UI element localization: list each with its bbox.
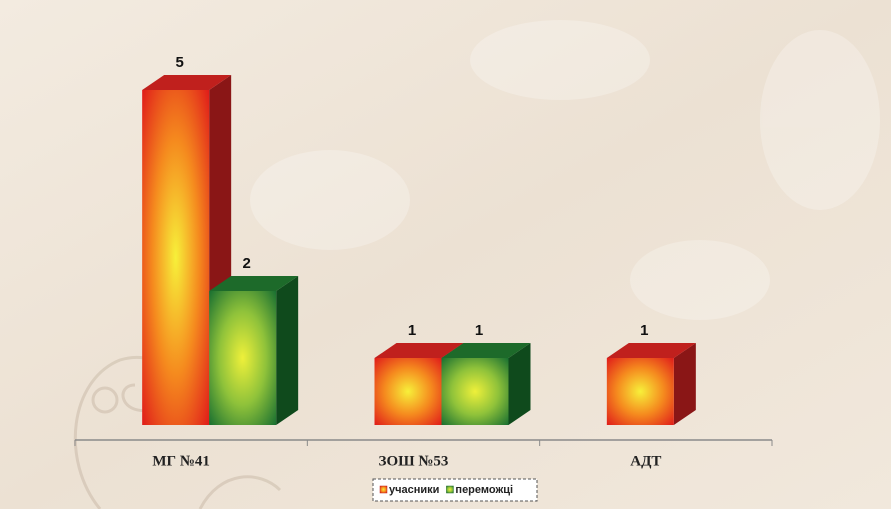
bar — [209, 276, 299, 425]
bar-face — [209, 276, 299, 291]
legend-label: переможці — [455, 484, 513, 496]
bar — [606, 343, 696, 425]
data-label: 1 — [640, 322, 648, 339]
bar-face — [276, 276, 299, 425]
bar — [142, 75, 232, 425]
bar-face — [374, 343, 464, 358]
bar — [441, 343, 531, 425]
legend — [372, 478, 538, 502]
data-label: 5 — [175, 54, 183, 71]
bar-face — [142, 75, 232, 90]
legend-swatch — [379, 485, 388, 494]
bar-face — [374, 358, 442, 425]
bar-face — [441, 343, 531, 358]
decoration — [250, 20, 880, 320]
bar-face — [441, 358, 509, 425]
data-label: 1 — [475, 322, 483, 339]
bar-face — [673, 343, 696, 425]
legend-swatch — [446, 485, 454, 494]
bar-face — [508, 343, 531, 425]
bar-face — [209, 291, 277, 425]
legend-label: учасники — [389, 484, 439, 496]
bar-face — [606, 358, 674, 425]
data-label: 2 — [242, 255, 250, 272]
data-label: 1 — [408, 322, 416, 339]
x-tick-label: АДТ — [630, 453, 661, 469]
x-tick-label: ЗОШ №53 — [379, 453, 449, 469]
bar-face — [142, 90, 210, 425]
bar-face — [606, 343, 696, 358]
x-tick-label: МГ №41 — [152, 453, 210, 469]
